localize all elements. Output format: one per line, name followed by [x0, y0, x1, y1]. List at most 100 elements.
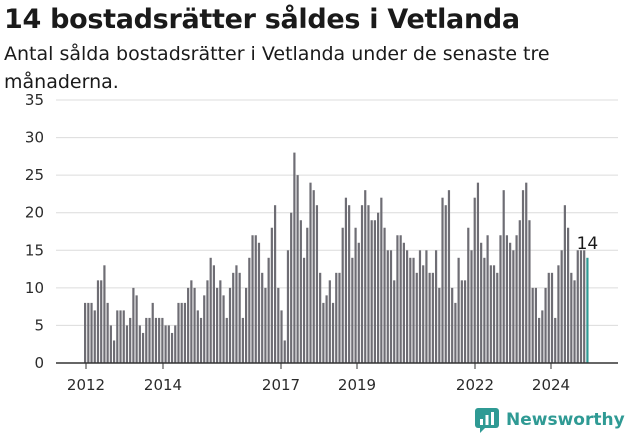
bar — [544, 287, 547, 363]
bar — [161, 317, 164, 363]
x-tick-label: 2012 — [67, 376, 105, 394]
x-tick-label: 2019 — [338, 376, 376, 394]
bar — [451, 287, 454, 363]
bar — [473, 197, 476, 363]
bar — [386, 250, 389, 363]
bar — [467, 227, 470, 363]
bars — [84, 152, 589, 363]
bar — [454, 302, 457, 363]
bar — [277, 287, 280, 363]
bar — [447, 190, 451, 363]
bar — [547, 272, 550, 363]
bar — [228, 287, 232, 363]
bar — [579, 250, 583, 363]
bar — [528, 220, 531, 363]
bar — [521, 190, 525, 363]
bar — [492, 265, 496, 363]
bar — [402, 242, 405, 363]
bar — [483, 257, 486, 363]
bar — [138, 325, 141, 363]
y-axis: 0 5 10 15 20 25 30 35 — [25, 91, 44, 372]
bar — [232, 272, 235, 363]
bar — [286, 250, 290, 363]
bar — [406, 250, 409, 363]
bar — [270, 227, 273, 363]
bar — [296, 175, 299, 363]
bar — [515, 235, 518, 363]
bar — [438, 287, 441, 363]
bar — [315, 205, 319, 363]
bar — [141, 332, 145, 363]
bar — [164, 325, 167, 363]
bar — [319, 272, 322, 363]
chart-title: 14 bostadsrätter såldes i Vetlanda — [4, 4, 520, 35]
bar — [344, 197, 348, 363]
bar — [293, 152, 296, 363]
bar — [158, 317, 161, 363]
y-tick-label: 30 — [25, 129, 44, 147]
bar — [541, 310, 544, 363]
bar — [267, 257, 270, 363]
bar — [254, 235, 257, 363]
annotations: 14 — [577, 234, 599, 254]
y-tick-label: 15 — [25, 241, 44, 259]
bar — [100, 280, 103, 363]
bar — [351, 257, 354, 363]
bar — [302, 257, 306, 363]
bar — [251, 235, 254, 363]
bar — [496, 272, 499, 363]
bar — [177, 302, 180, 363]
bar — [206, 280, 209, 363]
bar — [470, 250, 473, 363]
bar — [199, 317, 203, 363]
bar — [222, 295, 225, 363]
bar — [557, 265, 560, 363]
bar — [122, 310, 125, 363]
bar — [261, 272, 264, 363]
bar — [409, 257, 412, 363]
bar — [563, 205, 566, 363]
bar — [441, 197, 444, 363]
x-tick-label: 2022 — [456, 376, 494, 394]
bar — [180, 302, 183, 363]
bar — [84, 302, 87, 363]
bar — [167, 325, 170, 363]
bar — [380, 197, 383, 363]
bar — [463, 280, 467, 363]
bar — [154, 317, 158, 363]
bar — [125, 325, 129, 363]
bar — [90, 302, 93, 363]
bar — [341, 227, 344, 363]
bar — [193, 287, 196, 363]
bar — [238, 272, 241, 363]
bar — [216, 287, 219, 363]
bar — [103, 265, 106, 363]
bar — [96, 280, 100, 363]
x-tick-label: 2017 — [262, 376, 300, 394]
bar — [132, 287, 135, 363]
y-tick-label: 5 — [34, 316, 44, 334]
bar — [393, 280, 396, 363]
newsworthy-brand: Newsworthy — [474, 407, 625, 433]
bar — [573, 280, 576, 363]
bar — [457, 257, 460, 363]
bar — [383, 227, 386, 363]
bar — [425, 250, 428, 363]
bar — [170, 332, 174, 363]
bar — [219, 280, 222, 363]
bar — [335, 272, 338, 363]
bar — [203, 295, 206, 363]
bar — [190, 280, 193, 363]
bar — [248, 257, 251, 363]
bar — [583, 250, 586, 363]
bar — [299, 220, 302, 363]
bar — [109, 325, 112, 363]
bar — [331, 302, 335, 363]
bar — [235, 265, 238, 363]
bar — [112, 340, 116, 363]
bar — [241, 317, 244, 363]
bar — [377, 212, 380, 363]
bar — [444, 205, 447, 363]
bar — [364, 190, 367, 363]
bar — [87, 302, 90, 363]
